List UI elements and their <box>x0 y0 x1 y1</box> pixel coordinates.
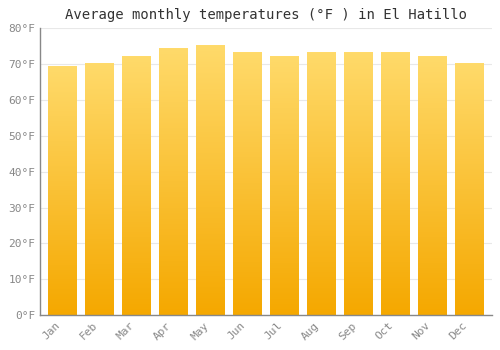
Title: Average monthly temperatures (°F ) in El Hatillo: Average monthly temperatures (°F ) in El… <box>65 8 467 22</box>
